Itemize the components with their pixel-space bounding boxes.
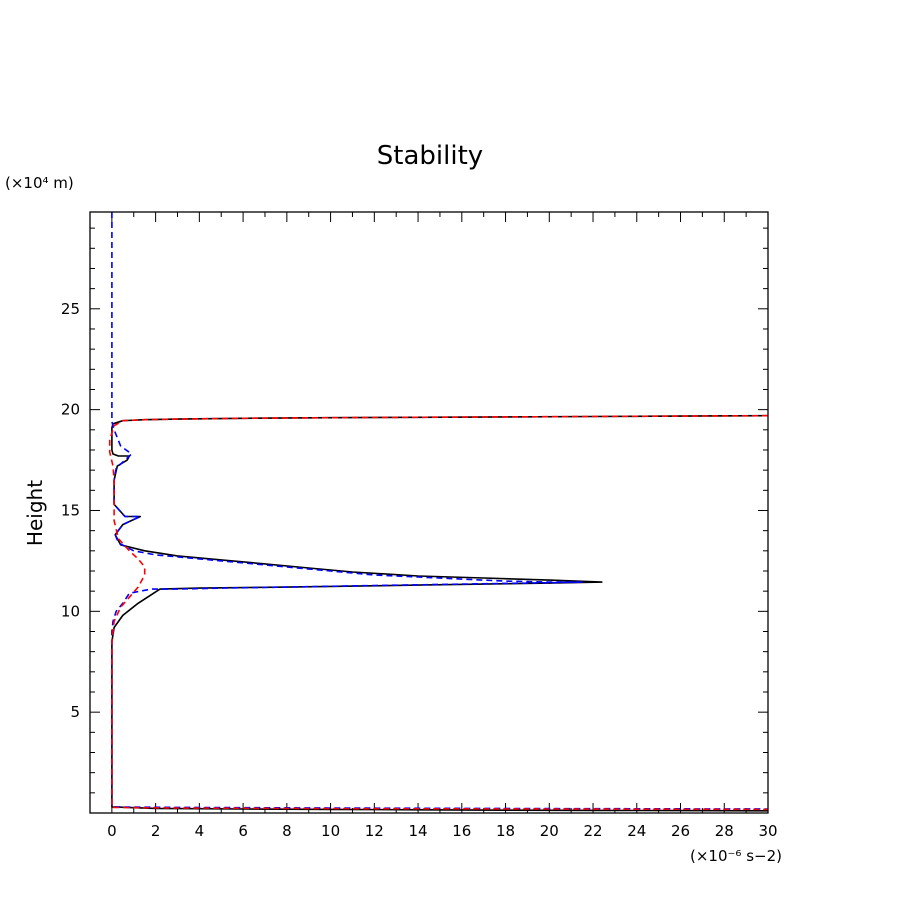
chart-title: Stability [377, 141, 483, 171]
x-tick-label: 2 [151, 822, 161, 840]
x-tick-label: 18 [496, 822, 515, 840]
y-tick-label: 15 [61, 501, 80, 519]
x-tick-label: 26 [671, 822, 690, 840]
x-tick-label: 14 [409, 822, 428, 840]
y-tick-label: 20 [61, 401, 80, 419]
y-tick-label: 25 [61, 300, 80, 318]
y-tick-label: 5 [70, 703, 80, 721]
x-tick-label: 30 [758, 822, 777, 840]
x-tick-label: 10 [321, 822, 340, 840]
series-group [108, 212, 769, 812]
x-axis-unit: (×10⁻⁶ s−2) [690, 847, 782, 865]
x-tick-label: 16 [452, 822, 471, 840]
x-tick-label: 28 [715, 822, 734, 840]
x-tick-label: 8 [282, 822, 292, 840]
x-tick-label: 4 [195, 822, 205, 840]
y-tick-label: 10 [61, 602, 80, 620]
y-axis-label: Height [23, 480, 47, 546]
series-line-blue-dashed [111, 212, 769, 810]
x-tick-label: 22 [583, 822, 602, 840]
x-tick-label: 0 [107, 822, 117, 840]
x-tick-label: 6 [238, 822, 248, 840]
x-tick-label: 12 [365, 822, 384, 840]
y-axis-unit: (×10⁴ m) [5, 174, 74, 192]
series-line-black-solid [111, 414, 769, 812]
x-tick-label: 20 [540, 822, 559, 840]
plot-frame [89, 211, 769, 814]
series-line-red-dashed [108, 414, 769, 811]
x-tick-label: 24 [627, 822, 646, 840]
